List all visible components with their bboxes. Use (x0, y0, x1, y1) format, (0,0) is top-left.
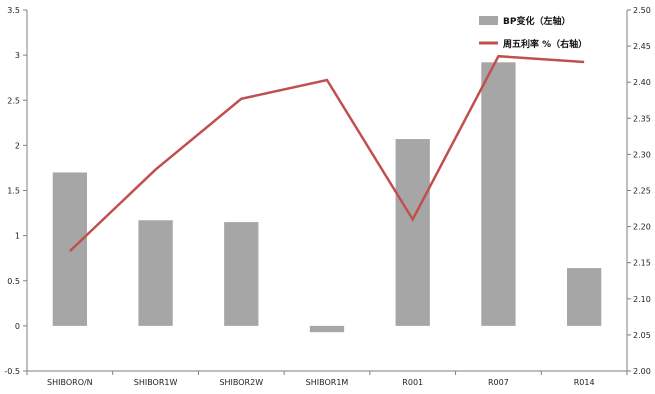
left-axis-tick-label: 0 (15, 322, 20, 331)
x-axis-tick-label: SHIBOR1M (306, 378, 349, 387)
x-axis-tick-label: R014 (574, 378, 595, 387)
right-axis-tick-label: 2.50 (633, 6, 651, 15)
right-axis-tick-label: 2.20 (633, 223, 651, 232)
left-axis-tick-label: 3.5 (7, 6, 20, 15)
left-axis-tick-label: 2 (15, 141, 20, 150)
right-y-axis: 2.00 2.05 2.10 2.15 2.20 2.25 2.30 2.35 2.40 2.45… (626, 6, 651, 376)
x-axis-tick-label: R001 (402, 378, 423, 387)
bar-series (52, 62, 602, 333)
x-axis-tick-label: R007 (488, 378, 509, 387)
left-y-axis: -0.5 0 0.5 1 1.5 2 2.5 3 3.5 (4, 6, 28, 376)
bar-r007 (481, 62, 516, 326)
legend-bar-label: BP变化（左轴） (503, 15, 570, 27)
legend-line-label: 周五利率 %（右轴） (503, 38, 587, 50)
legend-bar-swatch (479, 16, 498, 25)
right-axis-tick-label: 2.35 (633, 114, 651, 123)
right-axis-tick-label: 2.15 (633, 259, 651, 268)
left-axis-tick-label: 2.5 (7, 96, 20, 105)
x-axis: SHIBORO/N SHIBOR1W SHIBOR2W SHIBOR1M R001 R00… (26, 370, 628, 387)
right-axis-tick-label: 2.45 (633, 42, 651, 51)
legend: BP变化（左轴） 周五利率 %（右轴） (479, 15, 587, 50)
bar-r014 (567, 268, 602, 326)
left-axis-tick-label: 0.5 (7, 277, 20, 286)
bar-r001 (395, 139, 430, 326)
x-axis-tick-label: SHIBOR1W (134, 378, 178, 387)
right-axis-tick-label: 2.40 (633, 78, 651, 87)
bar-shiboro-n (52, 172, 87, 326)
left-axis-tick-label: 1.5 (7, 187, 20, 196)
bar-shibor1m (309, 325, 345, 333)
right-axis-tick-label: 2.05 (633, 331, 651, 340)
left-axis-tick-label: 1 (15, 232, 20, 241)
right-axis-tick-label: 2.10 (633, 295, 651, 304)
bar-shibor1w (138, 220, 173, 326)
right-axis-tick-label: 2.25 (633, 187, 651, 196)
x-axis-tick-label: SHIBORO/N (47, 378, 93, 387)
left-axis-tick-label: -0.5 (4, 367, 20, 376)
left-axis-tick-label: 3 (15, 51, 20, 60)
right-axis-tick-label: 2.30 (633, 150, 651, 159)
line-series (68, 54, 585, 253)
bar-shibor2w (224, 222, 259, 326)
x-axis-tick-label: SHIBOR2W (219, 378, 263, 387)
right-axis-tick-label: 2.00 (633, 367, 651, 376)
